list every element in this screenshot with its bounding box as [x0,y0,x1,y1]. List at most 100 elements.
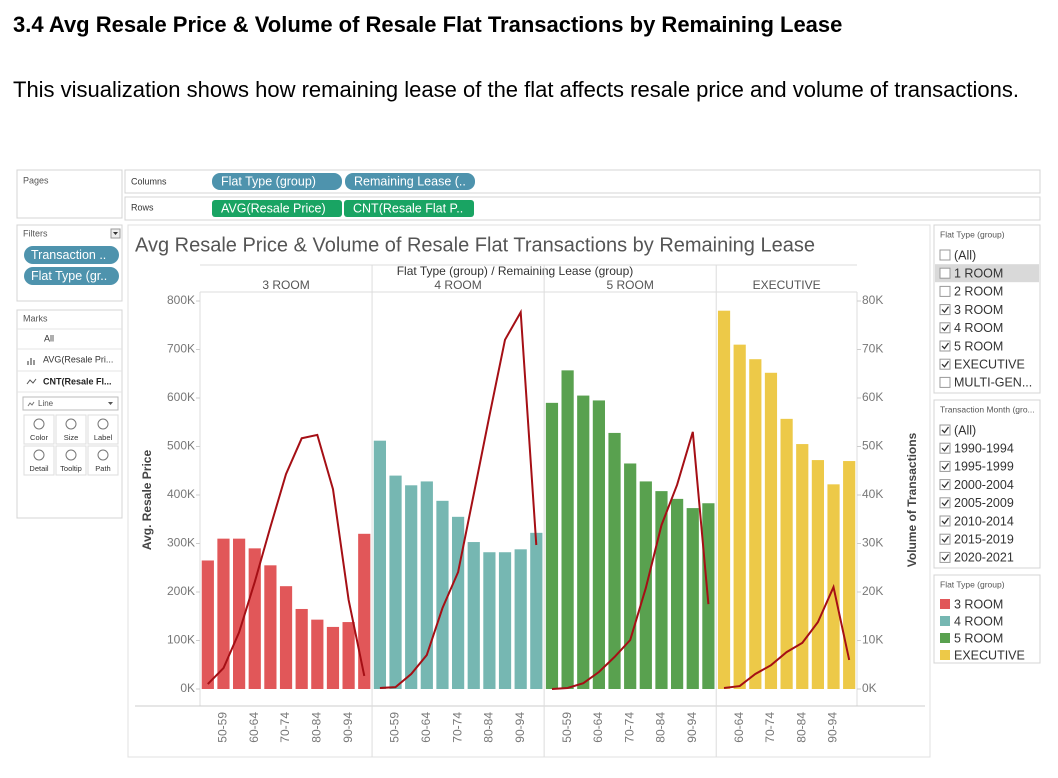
bar [358,533,371,689]
filter-item[interactable]: 5 ROOM [954,339,1003,353]
filter-item[interactable]: 2015-2019 [954,532,1014,546]
bar [545,402,559,689]
heading: 3.4 Avg Resale Price & Volume of Resale … [13,12,843,37]
y-tick-label: 600K [167,390,195,404]
filter-item[interactable]: 1 ROOM [954,266,1003,280]
bar-icon [27,358,35,365]
filter-card-title: Transaction Month (gro... [940,404,1035,414]
checkmark [941,342,950,350]
mark-button-icon [33,449,45,461]
filter-item[interactable]: 1990-1994 [954,441,1014,455]
shelf-label: Columns [131,176,167,186]
filter-item[interactable]: EXECUTIVE [954,357,1025,371]
column-pill[interactable] [212,173,342,190]
filter-item[interactable]: 1995-1999 [954,460,1014,474]
row-pill-label: AVG(Resale Price) [221,201,326,215]
panel-header: 3 ROOM [262,278,309,292]
bar [796,444,809,689]
filter-item[interactable]: 4 ROOM [954,321,1003,335]
chart-view [127,224,931,758]
x-tick-label: 80-84 [309,712,323,743]
filter-pill[interactable] [24,246,119,264]
x-tick-label: 70-74 [622,712,636,743]
filter-card [933,399,1041,569]
x-tick-label: 50-59 [388,712,402,743]
checkbox[interactable] [939,376,951,388]
checkbox[interactable] [939,460,951,472]
filter-item[interactable]: (All) [954,248,976,262]
checkbox[interactable] [939,358,951,370]
mark-button-icon [97,449,109,461]
legend-title: Flat Type (group) [940,579,1005,589]
row-pill[interactable] [212,200,342,217]
checkmark [941,535,950,543]
bar [592,400,605,689]
checkbox[interactable] [939,442,951,454]
checkmark [941,360,950,368]
checkbox[interactable] [939,533,951,545]
bar [498,552,512,689]
filter-item[interactable]: MULTI-GEN... [954,376,1032,390]
bar [733,344,746,689]
filter-item[interactable]: 2005-2009 [954,496,1014,510]
legend-label: 4 ROOM [954,614,1003,628]
bar [749,359,762,689]
filter-item[interactable]: (All) [954,423,976,437]
checkbox[interactable] [939,479,951,491]
legend-label: 3 ROOM [954,597,1003,611]
line-icon [26,378,37,385]
y2-tick-label: 80K [862,293,883,307]
filter-pill-label: Flat Type (gr.. [31,269,107,283]
card-title: Filters [23,228,48,238]
filter-item[interactable]: 2 ROOM [954,285,1003,299]
checkbox[interactable] [939,551,951,563]
x-tick-label: 60-64 [247,712,261,743]
column-pill[interactable] [345,173,475,190]
checkbox[interactable] [939,285,951,297]
legend-label: 5 ROOM [954,631,1003,645]
y2-tick-label: 20K [862,584,883,598]
mark-button-label: Path [95,464,110,473]
y-tick-label: 700K [167,342,195,356]
checkbox[interactable] [939,515,951,527]
checkbox[interactable] [939,424,951,436]
legend-label: EXECUTIVE [954,648,1025,662]
bar [342,622,355,689]
filter-pill[interactable] [24,267,119,285]
mark-button-label: Color [30,433,48,442]
filter-item[interactable]: 2010-2014 [954,514,1014,528]
checkbox[interactable] [939,267,951,279]
checkbox[interactable] [939,497,951,509]
checkbox[interactable] [939,322,951,334]
mark-button[interactable] [55,445,87,476]
bar [671,498,684,689]
bar [717,310,731,689]
mark-type-dropdown[interactable] [22,396,119,411]
checkbox[interactable] [939,304,951,316]
y2-tick-label: 60K [862,390,883,404]
x-tick-label: 70-74 [450,712,464,743]
bar [452,516,465,689]
x-tick-label: 90-94 [826,712,840,743]
checkbox[interactable] [939,249,951,261]
bar [780,418,793,689]
filter-item[interactable]: 2020-2021 [954,551,1014,565]
y-tick-label: 400K [167,487,195,501]
mark-button-icon [65,449,77,461]
legend-swatch [940,616,950,626]
volume-line [723,583,851,689]
bar [373,440,386,689]
checkmark [941,517,950,525]
row-pill[interactable] [344,200,474,217]
checkbox[interactable] [939,340,951,352]
filter-item[interactable]: 3 ROOM [954,303,1003,317]
bar [655,491,668,689]
volume-line [379,308,538,689]
paragraph: This visualization shows how remaining l… [13,77,1019,102]
mark-button-label: Detail [29,464,49,473]
y-tick-label: 800K [167,293,195,307]
y-tick-label: 300K [167,536,195,550]
marks-card [16,309,123,519]
column-header: Flat Type (group) / Remaining Lease (gro… [397,264,634,278]
filter-item[interactable]: 2000-2004 [954,478,1014,492]
